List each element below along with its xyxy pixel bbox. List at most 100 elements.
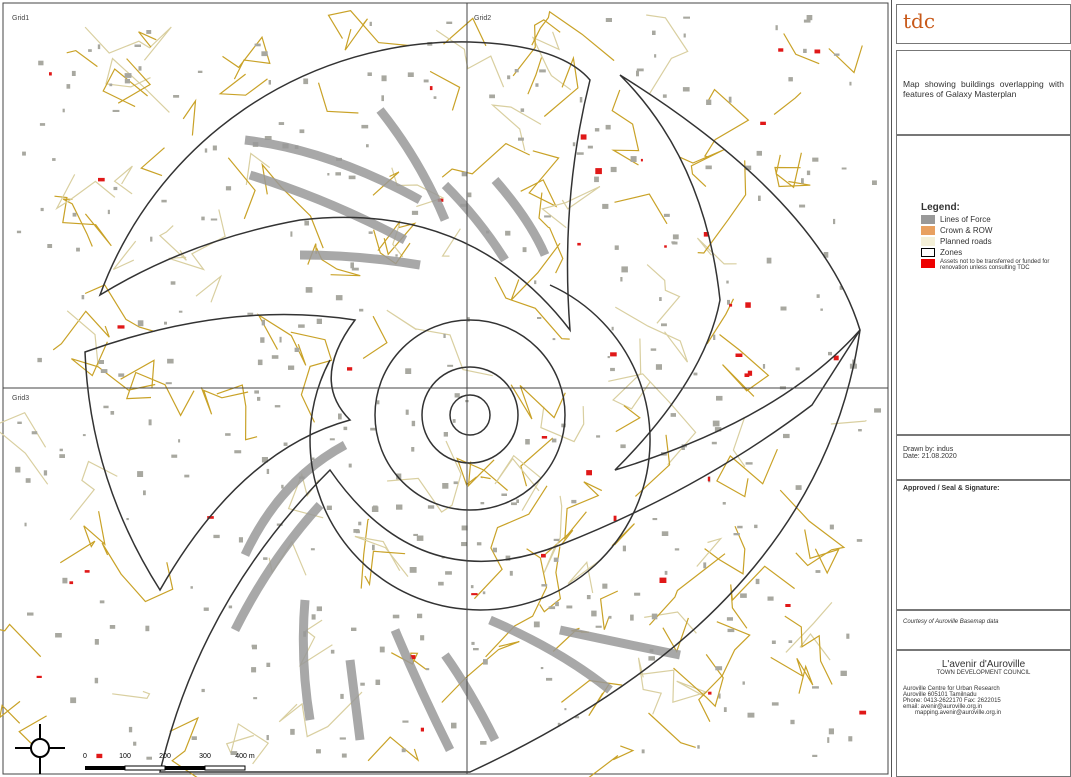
building [539,69,546,73]
building [420,635,425,641]
building [254,390,259,394]
building [230,751,238,755]
building [711,441,717,445]
building [718,693,721,699]
building [203,607,209,611]
road [639,669,709,704]
road [354,535,409,577]
road [256,313,307,366]
building [693,372,698,376]
building [841,167,847,170]
building [445,571,452,575]
building [66,84,71,89]
building [858,429,862,432]
building [541,553,546,558]
building [744,373,750,377]
building [381,75,387,82]
road [510,384,566,420]
building [36,675,42,678]
building [564,708,567,711]
building [827,737,830,743]
road [527,57,543,95]
building [348,175,356,180]
building [411,447,415,452]
road [218,73,268,96]
building [747,370,753,376]
road [225,722,270,765]
road [785,602,833,653]
building [350,262,354,269]
building [197,70,203,73]
building [577,242,581,246]
approval: Approved / Seal & Signature: [903,485,1000,492]
building [790,719,795,725]
road [774,166,811,188]
building [806,15,813,21]
road [443,17,487,47]
legend-item: Crown & ROW [921,226,1062,235]
building [330,649,335,654]
building [727,299,730,305]
building [37,357,42,363]
building [814,49,821,54]
logo: tdc [903,9,936,33]
building [17,421,22,424]
building [758,195,761,201]
road [392,223,404,258]
building [535,83,539,87]
building [501,493,507,496]
sidebar: tdc Map showing buildings overlapping wi… [891,0,1071,777]
building [801,178,804,184]
building [290,231,293,237]
road [779,489,846,567]
grid-label: Grid2 [474,15,491,22]
building [534,280,537,285]
building [778,48,784,52]
building [788,640,793,643]
building [438,581,444,586]
road [290,331,333,423]
building [605,124,611,130]
grid-label: Grid3 [12,395,29,402]
building [171,454,178,458]
building [339,737,346,740]
building [263,557,268,560]
building [714,427,722,432]
building [369,21,372,26]
building [228,605,233,609]
building [213,534,220,539]
building [25,478,31,483]
building [100,369,108,373]
building [358,521,362,526]
building [43,470,48,476]
building [184,474,190,478]
building [62,577,68,584]
scale-label: 400 m [235,753,255,760]
road [0,700,21,724]
road [386,309,493,377]
building [516,499,519,503]
road [195,274,223,303]
road [227,157,256,220]
building [541,584,548,587]
building [266,662,271,667]
building [595,168,602,175]
road [362,315,388,359]
building [621,266,628,273]
building [201,688,205,693]
building [849,81,852,86]
building [840,670,847,676]
building [775,25,778,31]
building [803,19,811,23]
road [799,633,831,661]
building [16,230,22,234]
road [117,58,152,104]
building [713,334,716,340]
compass [15,724,65,774]
building [722,502,726,505]
building [170,281,176,285]
building [76,247,80,252]
building [341,753,347,758]
building [661,531,669,536]
road [637,657,663,715]
